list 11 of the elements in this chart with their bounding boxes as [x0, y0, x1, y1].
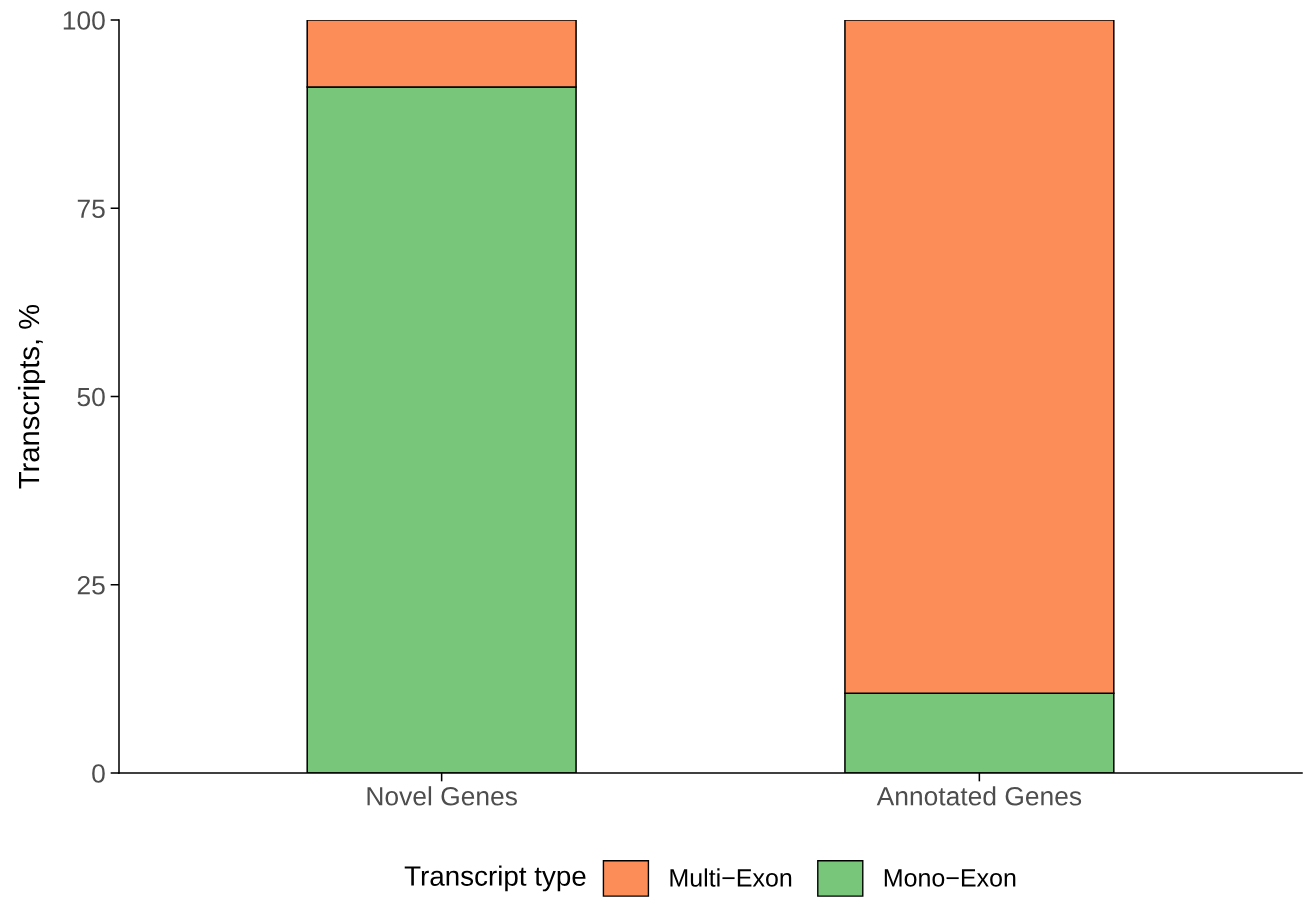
y-tick-label: 25 — [77, 575, 105, 595]
legend-label: Multi−Exon — [670, 868, 792, 887]
y-tick-label: 50 — [77, 387, 105, 407]
y-tick-label: 100 — [63, 11, 105, 30]
legend-title: Transcript type — [404, 865, 586, 892]
y-axis-title: Transcripts, % — [17, 304, 46, 489]
y-tick-label: 75 — [77, 199, 105, 219]
y-tick-label: 0 — [92, 764, 105, 783]
x-tick-label: Annotated Genes — [876, 786, 1082, 806]
legend-label: Mono−Exon — [884, 869, 1016, 887]
x-tick-label: Novel Genes — [367, 786, 517, 806]
